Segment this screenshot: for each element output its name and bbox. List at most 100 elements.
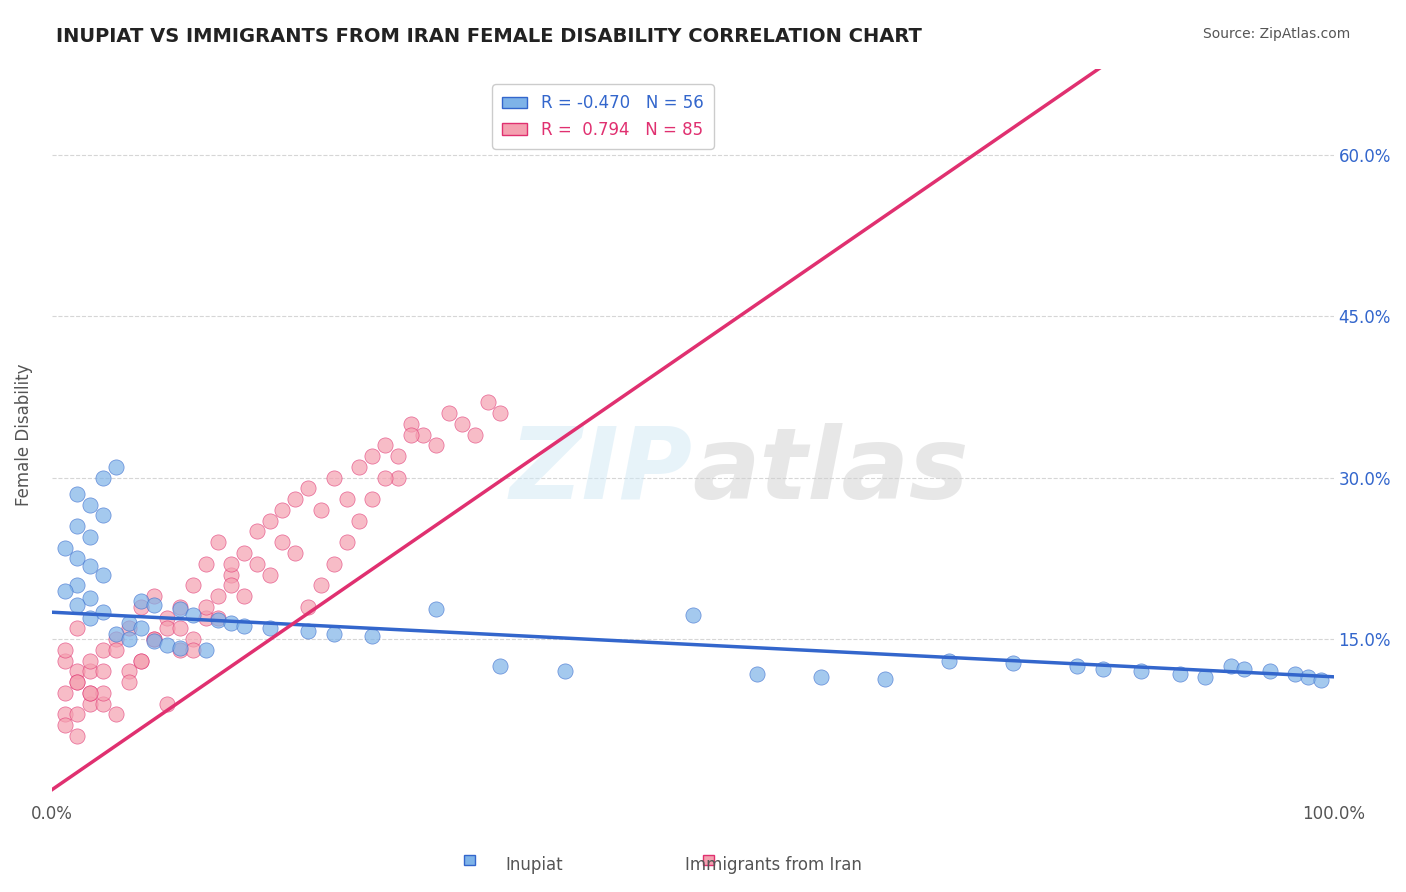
Point <box>1233 662 1256 676</box>
Point <box>219 567 242 582</box>
Point <box>374 438 396 452</box>
Point <box>219 557 242 571</box>
Point <box>451 417 474 431</box>
Point <box>66 519 89 533</box>
Point <box>143 589 166 603</box>
Point <box>271 535 294 549</box>
Point <box>53 541 76 555</box>
Point <box>169 640 191 655</box>
Point <box>53 583 76 598</box>
Point <box>156 621 179 635</box>
Point <box>309 503 332 517</box>
Point <box>873 672 896 686</box>
Point <box>53 686 76 700</box>
Point <box>233 589 256 603</box>
Point <box>284 546 307 560</box>
Point <box>104 626 127 640</box>
Point <box>387 470 409 484</box>
Point <box>79 498 101 512</box>
Point <box>131 594 153 608</box>
Point <box>1168 666 1191 681</box>
Point <box>181 643 204 657</box>
Point <box>477 395 499 409</box>
Point <box>361 449 384 463</box>
Point <box>104 632 127 647</box>
Text: Inupiat: Inupiat <box>506 856 562 874</box>
Point <box>79 654 101 668</box>
Point <box>66 729 89 743</box>
Point <box>207 610 229 624</box>
Point <box>437 406 460 420</box>
Point <box>309 578 332 592</box>
Point <box>131 654 153 668</box>
Point <box>1066 659 1088 673</box>
Point <box>79 686 101 700</box>
Point <box>399 427 422 442</box>
Point <box>297 624 319 638</box>
Point <box>336 535 359 549</box>
Text: Immigrants from Iran: Immigrants from Iran <box>685 856 862 874</box>
Point <box>104 707 127 722</box>
Point <box>118 675 141 690</box>
Point <box>66 551 89 566</box>
Point <box>143 632 166 647</box>
Point <box>79 591 101 606</box>
Point <box>464 427 486 442</box>
Point <box>259 567 281 582</box>
Point <box>53 707 76 722</box>
Point <box>322 626 344 640</box>
Point <box>91 665 114 679</box>
Point <box>118 615 141 630</box>
Point <box>143 598 166 612</box>
Point <box>219 578 242 592</box>
Point <box>297 599 319 614</box>
Point <box>682 608 704 623</box>
Point <box>207 535 229 549</box>
Point <box>233 546 256 560</box>
Legend: R = -0.470   N = 56, R =  0.794   N = 85: R = -0.470 N = 56, R = 0.794 N = 85 <box>492 84 713 148</box>
Point <box>66 598 89 612</box>
Point <box>1296 670 1319 684</box>
Point <box>79 686 101 700</box>
Y-axis label: Female Disability: Female Disability <box>15 363 32 506</box>
Point <box>553 665 575 679</box>
Point <box>1309 673 1331 687</box>
Point <box>1091 662 1114 676</box>
Point <box>259 514 281 528</box>
Text: Source: ZipAtlas.com: Source: ZipAtlas.com <box>1202 27 1350 41</box>
Point <box>246 557 269 571</box>
Point <box>91 470 114 484</box>
Point <box>156 697 179 711</box>
Point <box>131 599 153 614</box>
Point <box>169 621 191 635</box>
Point <box>181 578 204 592</box>
Point <box>91 697 114 711</box>
Point <box>194 599 217 614</box>
Point <box>53 643 76 657</box>
Point <box>233 619 256 633</box>
Point <box>489 406 512 420</box>
Point <box>91 605 114 619</box>
Point <box>131 621 153 635</box>
Point <box>79 697 101 711</box>
Point <box>412 427 434 442</box>
Text: atlas: atlas <box>693 423 969 520</box>
Point <box>361 492 384 507</box>
Point <box>91 508 114 523</box>
Point <box>322 557 344 571</box>
Point <box>425 438 447 452</box>
Point <box>336 492 359 507</box>
Point <box>284 492 307 507</box>
Point <box>489 659 512 673</box>
Point <box>259 621 281 635</box>
Point <box>91 643 114 657</box>
Point <box>181 632 204 647</box>
Point <box>169 599 191 614</box>
Point <box>66 675 89 690</box>
Point <box>374 470 396 484</box>
Point <box>207 589 229 603</box>
Point <box>399 417 422 431</box>
Point <box>194 643 217 657</box>
Point <box>66 621 89 635</box>
Point <box>207 613 229 627</box>
